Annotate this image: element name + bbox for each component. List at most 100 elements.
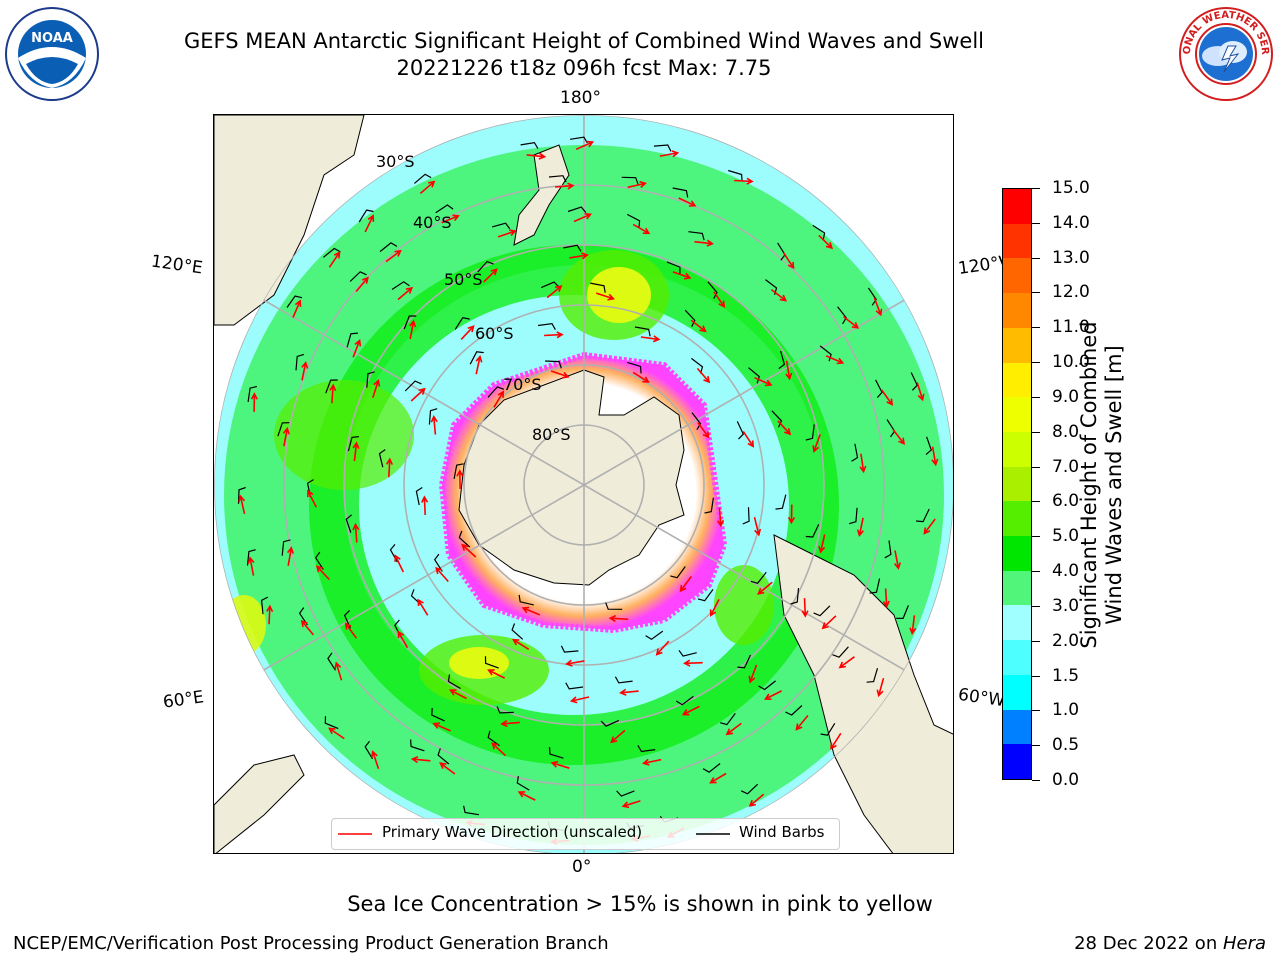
wave-direction-arrow xyxy=(678,197,697,207)
wave-direction-arrow xyxy=(355,276,369,293)
wind-barb xyxy=(626,213,641,228)
wind-barb xyxy=(740,783,759,795)
wave-direction-arrow xyxy=(315,565,330,581)
wave-direction-arrow xyxy=(497,229,517,238)
wind-barb xyxy=(379,242,398,253)
wave-direction-arrow xyxy=(892,429,906,446)
wind-barb xyxy=(775,494,787,510)
wave-direction-arrow xyxy=(787,504,796,525)
wave-direction-arrow xyxy=(344,622,358,639)
wind-barb xyxy=(916,508,930,523)
wave-direction-arrow xyxy=(328,727,345,740)
wave-direction-arrow xyxy=(419,180,436,195)
land-australia xyxy=(214,115,365,326)
wind-barb xyxy=(447,674,461,690)
wave-direction-arrow xyxy=(286,546,294,566)
wave-direction-arrow xyxy=(619,688,639,696)
wave-direction-arrow xyxy=(640,335,661,343)
wave-direction-arrow xyxy=(931,446,939,467)
colorbar-tick-label: 4.0 xyxy=(1052,561,1080,582)
wind-barb xyxy=(491,222,511,230)
wind-barb xyxy=(866,668,879,683)
wave-direction-arrow xyxy=(795,714,809,731)
wind-barb xyxy=(728,169,743,182)
wind-barb xyxy=(785,705,803,716)
lat-label-50s: 50°S xyxy=(444,270,483,289)
wave-direction-arrow xyxy=(782,252,795,270)
wind-barb xyxy=(477,260,494,273)
wave-direction-arrow xyxy=(690,319,707,333)
footer-date-text: 28 Dec 2022 on xyxy=(1074,933,1223,954)
wave-direction-arrow xyxy=(818,534,826,554)
wind-barb xyxy=(298,607,308,626)
land-africa xyxy=(214,754,305,853)
wave-direction-arrow xyxy=(409,319,417,340)
wave-direction-arrow xyxy=(493,390,505,408)
colorbar-tick-label: 1.0 xyxy=(1052,700,1080,721)
wave-direction-arrow xyxy=(550,760,570,769)
wave-direction-arrow xyxy=(825,355,845,365)
chart-subtitle: 20221226 t18z 096h fcst Max: 7.75 xyxy=(396,56,772,80)
lon-label-60w: 60°W xyxy=(956,684,1007,712)
wind-barb xyxy=(750,571,767,584)
wave-direction-arrow xyxy=(632,223,651,235)
colorbar-tick-label: 14.0 xyxy=(1052,212,1090,233)
wind-barb xyxy=(875,379,883,399)
wave-direction-arrow xyxy=(483,268,498,283)
wave-direction-arrow xyxy=(554,182,575,190)
lat-label-60s: 60°S xyxy=(475,324,514,343)
wave-direction-arrow xyxy=(250,392,258,412)
colorbar-tick xyxy=(1032,536,1040,538)
wind-barb xyxy=(246,549,256,566)
wave-direction-arrow xyxy=(266,604,274,625)
wind-barb xyxy=(496,706,514,714)
wind-barb xyxy=(415,486,423,506)
wave-direction-arrow xyxy=(683,659,703,667)
nws-logo: NATIONAL WEATHER SERVICE xyxy=(1174,0,1274,102)
colorbar-tick xyxy=(1032,188,1040,189)
colorbar-tick xyxy=(1032,571,1040,573)
wave-direction-arrow xyxy=(882,588,890,609)
footer-host: Hera xyxy=(1222,933,1266,954)
legend-wind-barbs: Wind Barbs xyxy=(739,823,825,841)
colorbar-swatch xyxy=(1003,744,1031,779)
wave-direction-arrow xyxy=(681,705,700,716)
colorbar-tick xyxy=(1032,780,1040,781)
wave-direction-arrow xyxy=(456,469,464,489)
wind-barb xyxy=(758,680,776,691)
meridian-line xyxy=(583,224,953,486)
wave-direction-arrow xyxy=(500,720,520,728)
lon-label-180: 180° xyxy=(560,88,601,108)
wave-direction-arrow xyxy=(410,756,431,764)
wind-barb xyxy=(590,282,606,293)
colorbar xyxy=(1002,188,1032,780)
colorbar-tick xyxy=(1032,327,1040,329)
wind-barb xyxy=(832,646,849,658)
wave-direction-arrow xyxy=(569,696,590,704)
wave-direction-arrow xyxy=(394,554,405,573)
wave-direction-arrow xyxy=(282,426,290,447)
wind-barb xyxy=(516,776,530,791)
wind-barb xyxy=(435,204,454,214)
wind-barb xyxy=(790,588,800,605)
colorbar-tick-label: 0.5 xyxy=(1052,735,1080,756)
wind-barb xyxy=(813,605,831,617)
wind-barb xyxy=(487,730,500,747)
colorbar-tick xyxy=(1032,501,1040,503)
wave-direction-arrow xyxy=(777,420,792,436)
wave-direction-arrow xyxy=(764,690,782,700)
wind-barb xyxy=(410,739,425,752)
colorbar-swatch xyxy=(1003,189,1031,224)
wave-direction-arrow xyxy=(491,742,507,757)
colorbar-swatch xyxy=(1003,605,1031,641)
footer-date: 28 Dec 2022 on Hera xyxy=(1074,933,1266,954)
wind-barb xyxy=(345,514,352,533)
wind-barb xyxy=(925,436,933,456)
wave-direction-arrow xyxy=(544,331,564,339)
colorbar-tick-label: 1.5 xyxy=(1052,665,1080,686)
lat-label-30s: 30°S xyxy=(376,152,415,171)
colorbar-tick xyxy=(1032,292,1040,294)
wind-barb xyxy=(404,380,422,392)
wave-direction-arrow xyxy=(632,371,650,383)
wind-barb xyxy=(697,589,714,602)
